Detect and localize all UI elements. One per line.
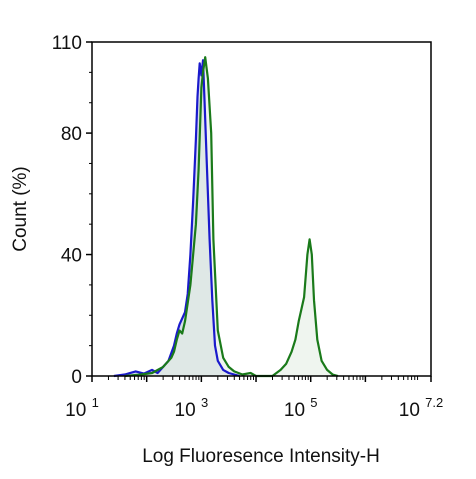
x-tick-exponent: 5 [310,395,317,410]
y-tick-label: 110 [52,33,82,54]
x-tick-label: 10 7.2 [399,395,444,421]
x-tick-exponent: 3 [201,395,208,410]
x-tick-label: 10 5 [284,395,318,421]
x-tick-exponent: 1 [92,395,99,410]
y-tick-label: 0 [71,367,82,388]
plot-area [113,56,339,378]
x-tick-label: 10 3 [175,395,209,421]
y-axis-label: Count (%) [10,166,31,252]
x-axis-label: Log Fluoresence Intensity-H [142,446,380,467]
x-tick-exponent: 7.2 [425,395,443,410]
series-1-fill [113,60,240,376]
x-tick-label: 10 1 [65,395,99,421]
series-2-fill [124,57,338,376]
series-2-line [124,56,339,378]
y-axis-ticks: 0 40 80 110 [52,33,92,388]
series-1-line [113,59,240,378]
plot-frame [91,41,432,377]
x-axis-ticks: 10 1 10 3 10 5 10 7.2 [65,376,443,421]
y-tick-label: 40 [61,246,82,267]
y-tick-label: 80 [61,124,82,145]
